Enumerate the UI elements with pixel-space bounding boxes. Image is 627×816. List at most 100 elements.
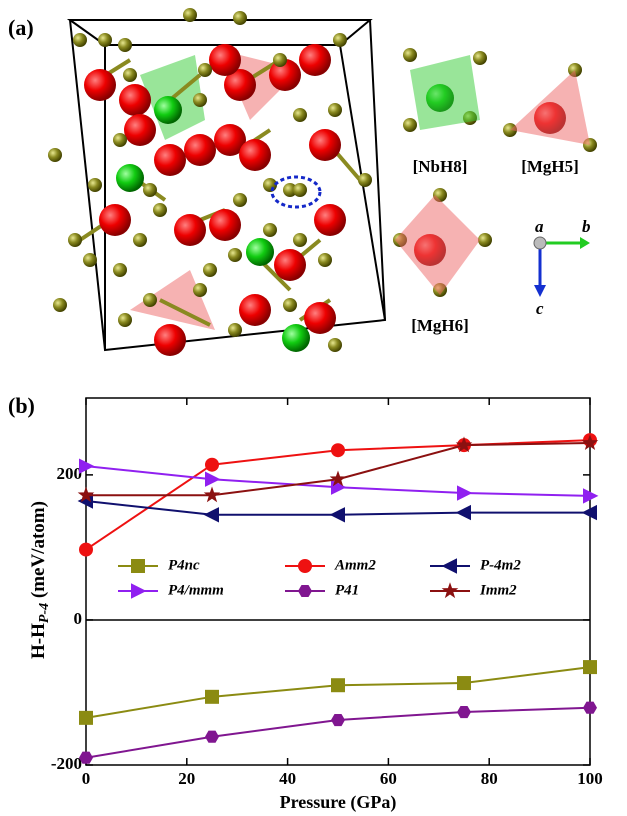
h-atom [118, 38, 132, 52]
data-point [205, 731, 219, 743]
data-point [457, 485, 472, 500]
data-point [79, 543, 93, 557]
nb-atom [282, 324, 310, 352]
legend-label: Imm2 [479, 582, 517, 598]
mg-atom [239, 139, 271, 171]
data-point [204, 486, 221, 502]
arrow-head [534, 285, 546, 297]
mg-atom [299, 44, 331, 76]
mg-atom [84, 69, 116, 101]
x-tick-label: 20 [178, 769, 195, 788]
figure: (a) [NbH8] [MgH5] [MgH6] a b c (b) Press… [0, 0, 627, 816]
mg-atom [174, 214, 206, 246]
h-atom [478, 233, 492, 247]
axis-label: c [536, 299, 544, 318]
h-atom [83, 253, 97, 267]
h-atom [113, 263, 127, 277]
mg-atom [239, 294, 271, 326]
h-atom [293, 183, 307, 197]
x-tick-label: 0 [82, 769, 91, 788]
h-atom [133, 233, 147, 247]
mg-atom [309, 129, 341, 161]
polyhedron [410, 55, 480, 130]
h-atom [183, 8, 197, 22]
chart-panel: (b) Pressure (GPa) H-HP-4 (meV/atom) -20… [8, 393, 603, 813]
x-tick-label: 60 [380, 769, 397, 788]
legend-marker [131, 559, 145, 573]
h-atom [73, 33, 87, 47]
h-atom [233, 11, 247, 25]
h-atom [328, 338, 342, 352]
axis-label: b [582, 217, 591, 236]
mg-atom [119, 84, 151, 116]
h-atom [193, 93, 207, 107]
h-atom [48, 148, 62, 162]
h-atom [193, 283, 207, 297]
arrow-head [580, 237, 590, 249]
axis-origin [534, 237, 546, 249]
y-title-part: (meV/atom) [28, 501, 49, 603]
data-point [583, 660, 597, 674]
data-point [331, 443, 345, 457]
data-point [583, 702, 597, 714]
h-atom [473, 51, 487, 65]
panel-label: (a) [8, 15, 34, 40]
polyhedron [510, 70, 590, 145]
data-point [457, 676, 471, 690]
mg-atom [124, 114, 156, 146]
data-point [330, 507, 345, 522]
h-atom [113, 133, 127, 147]
h-atom [263, 178, 277, 192]
data-point [331, 714, 345, 726]
data-point [457, 706, 471, 718]
h-atom [123, 68, 137, 82]
legend-marker [442, 582, 459, 598]
x-tick-label: 40 [279, 769, 296, 788]
h-atom [88, 178, 102, 192]
legend-marker [131, 583, 146, 598]
axis-label: a [535, 217, 544, 236]
y-tick-label: 0 [74, 609, 83, 628]
h-atom [283, 298, 297, 312]
h-atom [293, 108, 307, 122]
y-tick-label: 200 [57, 464, 83, 483]
h-atom [318, 253, 332, 267]
nb-atom [246, 238, 274, 266]
mg-atom [184, 134, 216, 166]
x-axis-title: Pressure (GPa) [280, 792, 397, 813]
h-atom [403, 48, 417, 62]
y-axis-title: H-HP-4 (meV/atom) [28, 501, 52, 659]
h-atom [263, 223, 277, 237]
legend-label: P41 [335, 582, 359, 598]
y-title-part: P-4 [37, 603, 52, 623]
data-point [205, 458, 219, 472]
data-point [79, 711, 93, 725]
h-atom [403, 118, 417, 132]
h-atom [358, 173, 372, 187]
unit-label: [MgH6] [411, 316, 469, 335]
unit-label: [NbH8] [413, 157, 468, 176]
h-atom [233, 193, 247, 207]
mg-atom [209, 44, 241, 76]
h-atom [98, 33, 112, 47]
mg-atom [274, 249, 306, 281]
nb-atom [116, 164, 144, 192]
mg-atom [154, 144, 186, 176]
h-atom [153, 203, 167, 217]
legend-label: Amm2 [334, 557, 376, 573]
y-tick-label: -200 [51, 754, 82, 773]
unit-label: [MgH5] [521, 157, 579, 176]
nb-atom [154, 96, 182, 124]
data-point [456, 505, 471, 520]
x-tick-label: 80 [481, 769, 498, 788]
legend-label: P4/mmm [168, 582, 224, 598]
atoms [48, 8, 597, 356]
y-title-part: H-H [28, 623, 49, 659]
h-atom [333, 33, 347, 47]
structure-panel: (a) [NbH8] [MgH5] [MgH6] a b c [8, 8, 597, 356]
legend-marker [298, 559, 312, 573]
h-atom [328, 103, 342, 117]
h-atom [228, 248, 242, 262]
h-atom [198, 63, 212, 77]
mg-atom [314, 204, 346, 236]
